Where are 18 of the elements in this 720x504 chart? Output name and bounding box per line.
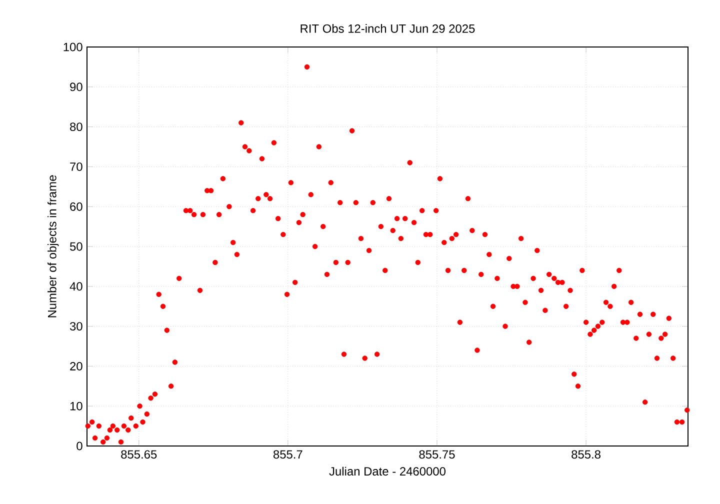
y-tick-label: 30 (70, 322, 82, 331)
x-tick-label: 855.75 (419, 450, 455, 459)
y-tick-label: 80 (70, 122, 82, 132)
y-tick-label: 10 (70, 402, 82, 410)
x-tick-label: 855.65 (121, 450, 157, 459)
y-tick-label: 100 (64, 42, 82, 52)
y-tick-label: 70 (70, 162, 82, 171)
x-tick-label: 855.8 (572, 450, 600, 459)
x-axis-title: Julian Date - 2460000 (329, 466, 446, 476)
y-tick-label: 0 (76, 442, 82, 450)
y-tick-label: 20 (70, 362, 82, 370)
y-axis-title: Number of objects in frame (48, 175, 59, 318)
x-tick-label: 855.7 (273, 450, 302, 459)
y-tick-label: 60 (70, 202, 82, 211)
y-tick-label: 90 (70, 82, 82, 92)
y-tick-label: 40 (70, 282, 82, 291)
chart-title: RIT Obs 12-inch UT Jun 29 2025 (300, 24, 475, 33)
y-tick-label: 50 (70, 242, 82, 251)
